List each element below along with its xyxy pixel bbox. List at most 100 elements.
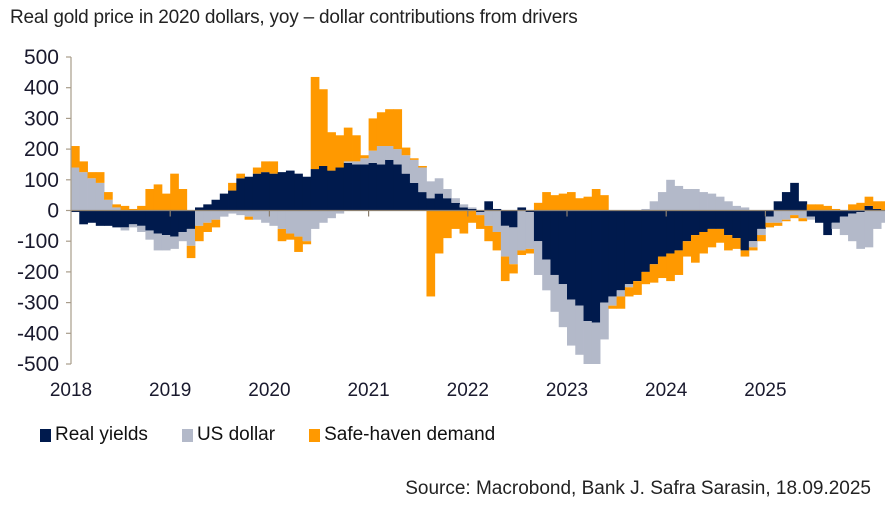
bar-safe-haven-demand — [476, 215, 485, 229]
bar-us-dollar — [492, 210, 502, 232]
bar-safe-haven-demand — [616, 296, 626, 309]
bar-us-dollar — [608, 296, 617, 306]
bar-safe-haven-demand — [327, 132, 336, 171]
bar-safe-haven-demand — [161, 193, 171, 211]
bar-real-yields — [732, 210, 741, 239]
bar-safe-haven-demand — [195, 225, 204, 242]
bar-safe-haven-demand — [575, 198, 584, 211]
bar-us-dollar — [302, 210, 312, 242]
bar-us-dollar — [691, 189, 700, 211]
y-tick-label: -200 — [17, 261, 59, 284]
bar-safe-haven-demand — [591, 189, 601, 211]
bar-safe-haven-demand — [244, 216, 254, 220]
bars-group — [71, 76, 885, 364]
bar-safe-haven-demand — [228, 182, 237, 191]
bar-real-yields — [244, 176, 254, 211]
bar-safe-haven-demand — [401, 147, 411, 156]
bar-us-dollar — [757, 228, 766, 236]
bar-real-yields — [443, 198, 452, 211]
bar-real-yields — [500, 210, 510, 226]
bar-real-yields — [806, 210, 816, 217]
bar-us-dollar — [657, 192, 667, 211]
bar-safe-haven-demand — [319, 89, 328, 166]
bar-safe-haven-demand — [831, 208, 841, 211]
bar-safe-haven-demand — [699, 231, 708, 254]
bar-real-yields — [542, 210, 551, 260]
bar-us-dollar — [228, 210, 237, 214]
bar-real-yields — [641, 210, 651, 272]
x-tick-label: 2021 — [347, 380, 389, 401]
bar-safe-haven-demand — [823, 205, 832, 211]
bar-us-dollar — [269, 210, 279, 226]
bar-us-dollar — [649, 201, 659, 211]
bar-us-dollar — [335, 210, 345, 214]
bar-safe-haven-demand — [666, 253, 675, 282]
bar-us-dollar — [765, 216, 775, 223]
bar-us-dollar — [434, 178, 444, 194]
bar-us-dollar — [120, 227, 130, 231]
bar-real-yields — [153, 210, 163, 234]
bar-safe-haven-demand — [682, 241, 692, 257]
bar-safe-haven-demand — [87, 172, 97, 179]
bar-safe-haven-demand — [393, 109, 403, 150]
bar-safe-haven-demand — [418, 165, 427, 168]
bar-real-yields — [95, 210, 105, 226]
bar-safe-haven-demand — [649, 264, 659, 283]
bar-real-yields — [872, 208, 882, 211]
bar-safe-haven-demand — [864, 196, 874, 206]
y-tick-label: 0 — [47, 200, 59, 223]
y-tick-label: -100 — [17, 230, 59, 253]
bar-real-yields — [608, 210, 617, 297]
bar-real-yields — [352, 164, 361, 211]
bar-safe-haven-demand — [112, 204, 121, 208]
bar-real-yields — [277, 172, 287, 211]
bar-real-yields — [674, 210, 684, 251]
bar-real-yields — [484, 201, 493, 211]
bar-real-yields — [856, 210, 865, 213]
bar-real-yields — [773, 201, 783, 211]
bar-us-dollar — [715, 196, 725, 211]
bar-safe-haven-demand — [798, 218, 808, 222]
bar-real-yields — [550, 210, 560, 275]
bar-real-yields — [285, 170, 295, 211]
bar-us-dollar — [145, 230, 155, 240]
bar-safe-haven-demand — [335, 135, 345, 168]
x-tick-label: 2025 — [744, 380, 786, 401]
bar-us-dollar — [806, 216, 816, 220]
bar-safe-haven-demand — [492, 231, 502, 251]
legend-item-real-yields: Real yields — [40, 424, 148, 446]
bar-safe-haven-demand — [153, 184, 163, 211]
bar-real-yields — [451, 202, 460, 211]
bar-safe-haven-demand — [748, 247, 758, 251]
bar-us-dollar — [219, 210, 229, 217]
bar-real-yields — [385, 159, 394, 211]
x-tick-label: 2023 — [546, 380, 588, 401]
bar-safe-haven-demand — [707, 228, 717, 248]
bar-us-dollar — [128, 224, 138, 228]
bar-us-dollar — [104, 199, 113, 211]
y-tick-label: 400 — [24, 77, 59, 100]
bar-real-yields — [228, 190, 237, 211]
bar-real-yields — [649, 210, 659, 265]
bar-safe-haven-demand — [368, 118, 378, 151]
bar-safe-haven-demand — [451, 210, 460, 229]
bar-safe-haven-demand — [757, 235, 766, 242]
bar-us-dollar — [798, 210, 808, 219]
bar-us-dollar — [591, 322, 601, 364]
chart-title: Real gold price in 2020 dollars, yoy – d… — [10, 7, 578, 28]
bar-real-yields — [748, 210, 758, 242]
bar-us-dollar — [87, 178, 97, 211]
bar-real-yields — [269, 173, 279, 211]
bar-safe-haven-demand — [881, 201, 885, 211]
bar-safe-haven-demand — [856, 202, 865, 211]
bar-safe-haven-demand — [641, 271, 651, 285]
legend: Real yields US dollar Safe-haven demand — [40, 424, 529, 446]
bar-safe-haven-demand — [79, 161, 88, 173]
bar-real-yields — [798, 201, 808, 211]
bar-us-dollar — [261, 210, 270, 223]
bar-real-yields — [699, 210, 708, 232]
bar-us-dollar — [252, 210, 262, 220]
bar-real-yields — [715, 210, 725, 229]
bar-real-yields — [219, 193, 229, 211]
bar-us-dollar — [500, 225, 510, 257]
